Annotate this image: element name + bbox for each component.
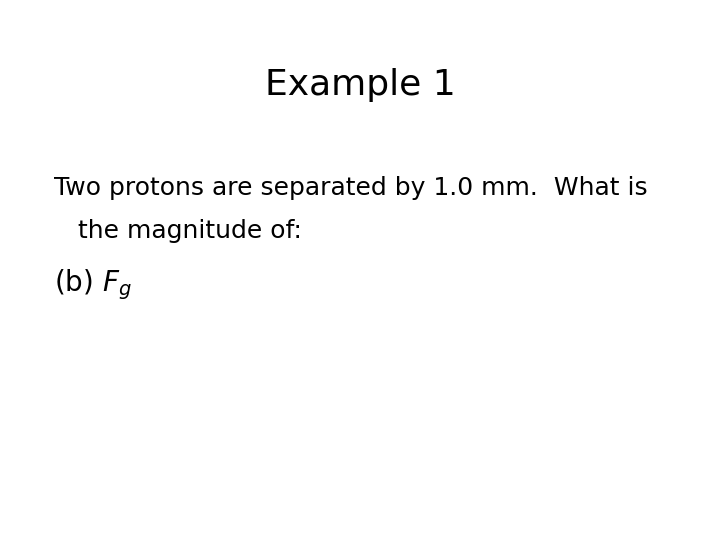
Text: the magnitude of:: the magnitude of: [54, 219, 302, 242]
Text: (b) $F_g$: (b) $F_g$ [54, 267, 132, 302]
Text: Two protons are separated by 1.0 mm.  What is: Two protons are separated by 1.0 mm. Wha… [54, 176, 647, 199]
Text: Example 1: Example 1 [265, 68, 455, 102]
